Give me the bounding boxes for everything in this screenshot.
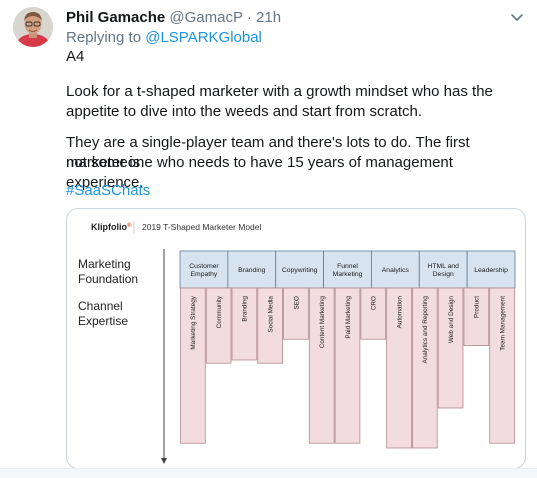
channel-column: Product: [463, 287, 490, 346]
channel-bar: [437, 287, 464, 409]
tweet-text-line: appetite to dive into the weeds and star…: [66, 103, 423, 120]
channel-bar: [205, 287, 232, 364]
foundation-label: HTML and Design: [427, 263, 459, 278]
foundation-label: Copywriting: [282, 267, 318, 274]
replying-to: Replying to @LSPARKGlobal: [66, 29, 262, 46]
channel-column: Paid Marketing: [334, 287, 361, 444]
foundation-label: Analytics: [382, 267, 410, 274]
chevron-down-icon[interactable]: [509, 9, 525, 25]
foundation-label: Branding: [238, 267, 265, 274]
avatar[interactable]: [13, 7, 53, 47]
channel-label: Branding: [242, 296, 249, 322]
label-marketing: Marketing: [78, 257, 131, 271]
label-channel: Channel: [78, 299, 123, 313]
foundation-box: [323, 250, 372, 289]
author-handle[interactable]: @GamacP: [169, 9, 243, 26]
replying-handle-link[interactable]: @LSPARKGlobal: [145, 29, 262, 46]
bottom-bar: [0, 468, 537, 478]
channel-bar: [489, 287, 515, 444]
foundation-row: Customer Empathy Branding Copywriting Funnel…: [179, 250, 516, 289]
channel-label: Product: [474, 296, 481, 318]
label-expertise: Expertise: [78, 314, 128, 328]
foundation-box: [371, 250, 420, 289]
channel-column: Team Management: [489, 287, 515, 444]
tweet-image[interactable]: Klipfolio® 2019 T-Shaped Marketer Model …: [66, 208, 526, 469]
depth-axis-arrow: [161, 458, 167, 464]
foundation-cell: Funnel Marketing: [323, 250, 372, 289]
label-foundation: Foundation: [78, 272, 138, 286]
author-name[interactable]: Phil Gamache: [66, 9, 166, 26]
channel-column: Branding: [231, 287, 258, 361]
t-shaped-model-diagram: Klipfolio® 2019 T-Shaped Marketer Model …: [78, 221, 516, 464]
foundation-cell: Copywriting: [275, 250, 324, 289]
tweet-text-line: A4: [66, 48, 85, 65]
channel-label: Marketing Strategy: [190, 295, 197, 349]
hashtag-link[interactable]: #SaaSChats: [66, 182, 151, 199]
channel-label: Analytics and Reporting: [422, 296, 429, 364]
channel-bar: [463, 287, 490, 346]
channel-bar: [257, 287, 283, 364]
foundation-label: Customer Empathy: [189, 263, 219, 278]
channel-bar: [360, 287, 387, 340]
foundation-label: Funnel Marketing: [333, 263, 363, 278]
diagram-title: 2019 T-Shaped Marketer Model: [142, 222, 261, 232]
foundation-cell: Analytics: [371, 250, 420, 289]
channel-column: Social Media: [257, 287, 283, 364]
channel-bar: [412, 287, 438, 449]
channel-column: CRO: [360, 287, 387, 340]
foundation-cell: Customer Empathy: [179, 250, 229, 289]
foundation-cell: HTML and Design: [418, 250, 468, 289]
channel-bar: [180, 287, 206, 444]
channel-bar: [283, 287, 309, 340]
tweet-text-line: Look for a t-shaped marketer with a grow…: [66, 83, 493, 100]
channel-column: Web and Design: [437, 287, 464, 409]
channel-label: Community: [216, 295, 223, 328]
channel-column: Content Marketing: [308, 287, 335, 444]
tweet-header: Phil Gamache @GamacP · 21h: [66, 9, 281, 26]
channel-label: Team Management: [499, 296, 506, 351]
channel-label: Web and Design: [448, 296, 455, 344]
foundation-box: [466, 250, 516, 289]
foundation-label: Leadership: [474, 267, 508, 274]
channel-columns: Marketing Strategy Community Branding Socia…: [180, 287, 515, 449]
separator-dot: ·: [242, 9, 257, 26]
foundation-box: [227, 250, 277, 289]
timestamp[interactable]: 21h: [256, 9, 282, 26]
channel-label: Paid Marketing: [345, 296, 352, 339]
channel-label: Social Media: [267, 296, 274, 333]
channel-bar: [386, 287, 412, 449]
channel-bar: [231, 287, 258, 361]
foundation-cell: Leadership: [466, 250, 516, 289]
channel-bar: [308, 287, 335, 444]
replying-prefix: Replying to: [66, 29, 146, 46]
channel-column: Community: [205, 287, 232, 364]
brand-logo: Klipfolio®: [91, 222, 132, 232]
foundation-cell: Branding: [227, 250, 277, 289]
tweet-text-line: not someone who needs to have 15 years o…: [66, 154, 453, 191]
channel-column: Analytics and Reporting: [412, 287, 438, 449]
channel-label: Automation: [396, 296, 403, 329]
channel-label: CRO: [371, 296, 378, 310]
tweet-text-line: They are a single-player team and there'…: [66, 134, 470, 171]
channel-label: SEO: [293, 296, 300, 310]
channel-label: Content Marketing: [319, 296, 326, 349]
channel-bar: [334, 287, 361, 444]
channel-column: SEO: [283, 287, 309, 340]
channel-column: Marketing Strategy: [180, 287, 206, 444]
channel-column: Automation: [386, 287, 412, 449]
